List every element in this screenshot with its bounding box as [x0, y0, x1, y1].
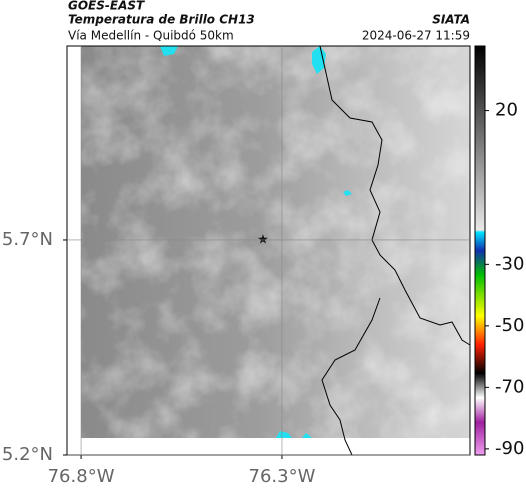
cold-cloud-patches	[160, 46, 352, 438]
colorbar-tick-label: -70	[495, 376, 524, 397]
source: SIATA	[432, 13, 470, 27]
y-tick-label: 5.2°N	[2, 444, 53, 465]
colorbar-tick-label: 20	[495, 100, 518, 121]
x-tick-label: 76.8°W	[48, 466, 115, 487]
x-tick-label: 76.3°W	[249, 466, 316, 487]
colorbar-tick-label: -90	[495, 438, 524, 459]
region: Vía Medellín - Quibdó 50km	[68, 29, 234, 43]
colorbar-tick-label: -50	[495, 315, 524, 336]
colorbar-tick-label: -30	[495, 253, 524, 274]
y-tick-label: 5.7°N	[2, 229, 53, 250]
colorbar	[474, 45, 486, 456]
timestamp: 2024-06-27 11:59	[362, 29, 470, 43]
cloud-texture	[81, 46, 470, 438]
subtitle: Temperatura de Brillo CH13	[68, 13, 255, 27]
title: GOES-EAST	[68, 0, 145, 13]
